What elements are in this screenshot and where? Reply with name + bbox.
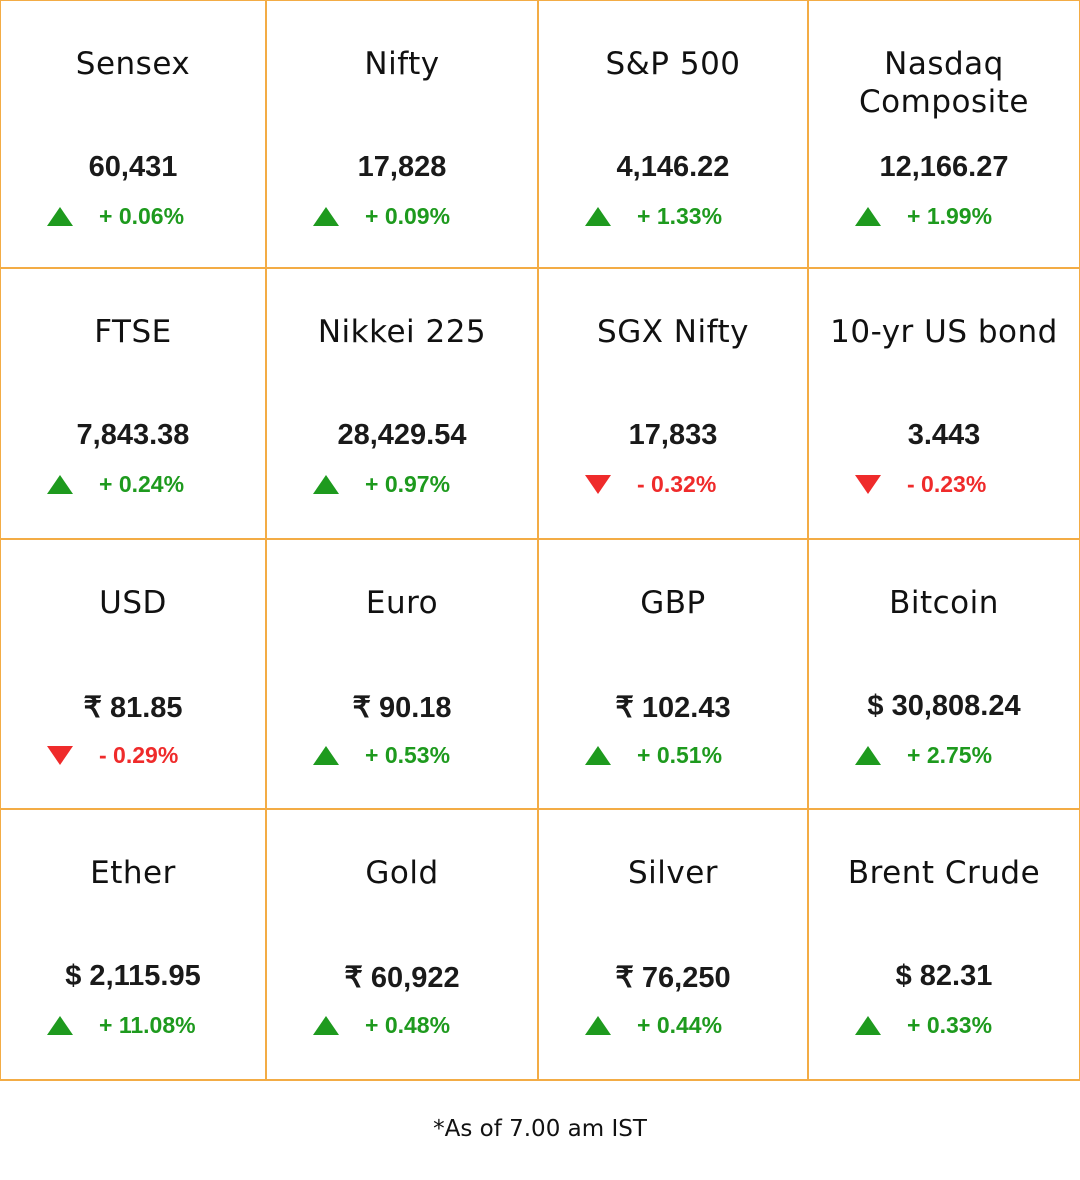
tile-change-row: + 0.24% (1, 469, 265, 499)
down-arrow-icon (855, 475, 881, 494)
tile-name: GBP (640, 585, 706, 621)
up-arrow-icon (855, 207, 881, 226)
up-arrow-icon (47, 1016, 73, 1035)
tile-change-row: + 0.51% (539, 740, 807, 770)
up-arrow-icon (313, 1016, 339, 1035)
tile-gold: Gold ₹ 60,922 + 0.48% (265, 808, 539, 1081)
tile-name: Bitcoin (889, 585, 999, 621)
tile-ether: Ether $ 2,115.95 + 11.08% (0, 808, 267, 1081)
tile-change-row: + 11.08% (1, 1010, 265, 1040)
tile-euro: Euro ₹ 90.18 + 0.53% (265, 538, 539, 810)
tile-change-row: + 0.33% (809, 1010, 1079, 1040)
down-arrow-icon (47, 746, 73, 765)
tile-change-row: + 0.48% (267, 1010, 537, 1040)
tile-name: Nifty (364, 46, 440, 82)
tile-change-row: + 0.06% (1, 201, 265, 231)
tile-name: S&P 500 (605, 46, 741, 82)
tile-change: + 0.53% (365, 742, 451, 768)
tile-value: ₹ 60,922 (344, 962, 460, 994)
up-arrow-icon (855, 746, 881, 765)
tile-value: ₹ 102.43 (615, 692, 731, 724)
tile-value: $ 30,808.24 (867, 690, 1021, 722)
tile-value: $ 82.31 (895, 960, 993, 992)
tile-name: Gold (365, 855, 439, 891)
tile-nasdaq: Nasdaq Composite 12,166.27 + 1.99% (807, 0, 1080, 269)
tile-value: ₹ 76,250 (615, 962, 731, 994)
footnote: *As of 7.00 am IST (433, 1116, 647, 1142)
tile-sp500: S&P 500 4,146.22 + 1.33% (537, 0, 809, 269)
tile-change: + 1.33% (637, 203, 723, 229)
tile-change-row: + 0.44% (539, 1010, 807, 1040)
tile-value: 28,429.54 (337, 419, 467, 451)
tile-name: Brent Crude (847, 855, 1041, 891)
tile-change: + 0.33% (907, 1012, 993, 1038)
tile-change: + 0.97% (365, 471, 451, 497)
tile-name: Euro (365, 585, 439, 621)
tile-change: + 0.51% (637, 742, 723, 768)
tile-change-row: - 0.29% (1, 740, 265, 770)
tile-name: 10-yr US bond (830, 314, 1058, 350)
tile-change: + 0.09% (365, 203, 451, 229)
tile-value: ₹ 81.85 (83, 692, 183, 724)
tile-change: + 0.44% (637, 1012, 723, 1038)
tile-change: - 0.23% (907, 471, 987, 497)
tile-change: + 2.75% (907, 742, 993, 768)
tile-value: $ 2,115.95 (65, 960, 201, 992)
tile-value: 17,828 (357, 151, 447, 183)
tile-change-row: + 0.97% (267, 469, 537, 499)
tile-name: Sensex (75, 46, 191, 82)
tile-value: 7,843.38 (76, 419, 190, 451)
tile-usd: USD ₹ 81.85 - 0.29% (0, 538, 267, 810)
tile-change-row: + 1.99% (809, 201, 1079, 231)
tile-value: ₹ 90.18 (352, 692, 452, 724)
tile-change-row: - 0.23% (809, 469, 1079, 499)
tile-change-row: + 1.33% (539, 201, 807, 231)
tile-value: 4,146.22 (616, 151, 730, 183)
up-arrow-icon (47, 475, 73, 494)
tile-value: 17,833 (628, 419, 718, 451)
up-arrow-icon (313, 207, 339, 226)
down-arrow-icon (585, 475, 611, 494)
tile-change: + 0.48% (365, 1012, 451, 1038)
tile-change-row: + 0.53% (267, 740, 537, 770)
tile-name: Nasdaq Composite (859, 46, 1029, 120)
up-arrow-icon (855, 1016, 881, 1035)
tile-gbp: GBP ₹ 102.43 + 0.51% (537, 538, 809, 810)
tile-name: Ether (90, 855, 176, 891)
tile-change-row: - 0.32% (539, 469, 807, 499)
up-arrow-icon (313, 475, 339, 494)
tile-name: FTSE (94, 314, 172, 350)
tile-sgx-nifty: SGX Nifty 17,833 - 0.32% (537, 267, 809, 540)
tile-bitcoin: Bitcoin $ 30,808.24 + 2.75% (807, 538, 1080, 810)
tile-ftse: FTSE 7,843.38 + 0.24% (0, 267, 267, 540)
tile-change: - 0.29% (99, 742, 179, 768)
tile-brent-crude: Brent Crude $ 82.31 + 0.33% (807, 808, 1080, 1081)
tile-name: Nikkei 225 (317, 314, 487, 350)
up-arrow-icon (313, 746, 339, 765)
tile-sensex: Sensex 60,431 + 0.06% (0, 0, 267, 269)
tile-name: USD (99, 585, 167, 621)
tile-value: 12,166.27 (879, 151, 1009, 183)
up-arrow-icon (585, 1016, 611, 1035)
up-arrow-icon (47, 207, 73, 226)
up-arrow-icon (585, 746, 611, 765)
tile-change: - 0.32% (637, 471, 717, 497)
tile-change: + 0.24% (99, 471, 185, 497)
tile-change-row: + 2.75% (809, 740, 1079, 770)
tile-us-bond: 10-yr US bond 3.443 - 0.23% (807, 267, 1080, 540)
up-arrow-icon (585, 207, 611, 226)
tile-value: 60,431 (88, 151, 178, 183)
tile-value: 3.443 (907, 419, 981, 451)
tile-change: + 11.08% (99, 1012, 196, 1038)
tile-silver: Silver ₹ 76,250 + 0.44% (537, 808, 809, 1081)
tile-name: Silver (627, 855, 719, 891)
tile-change-row: + 0.09% (267, 201, 537, 231)
tile-nifty: Nifty 17,828 + 0.09% (265, 0, 539, 269)
tile-change: + 1.99% (907, 203, 993, 229)
tile-change: + 0.06% (99, 203, 185, 229)
tile-nikkei: Nikkei 225 28,429.54 + 0.97% (265, 267, 539, 540)
tile-name: SGX Nifty (597, 314, 749, 350)
market-grid: Sensex 60,431 + 0.06% Nifty 17,828 + 0.0… (0, 0, 1080, 1081)
